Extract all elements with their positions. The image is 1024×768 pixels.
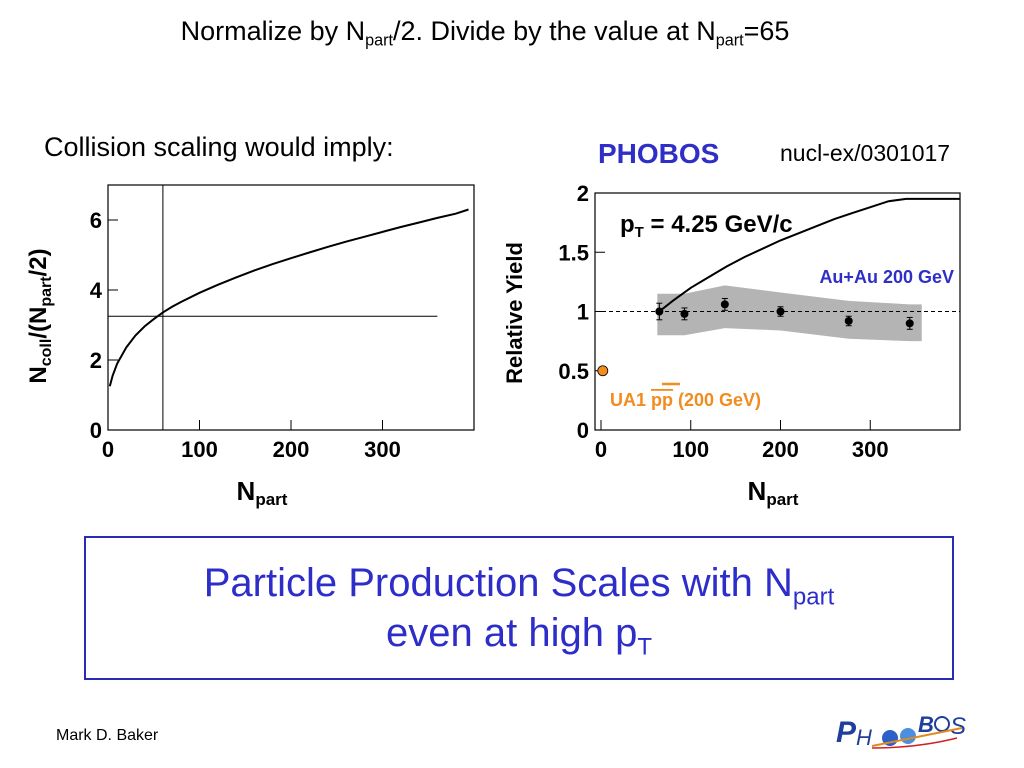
- svg-text:H: H: [856, 725, 872, 750]
- data-point: [655, 307, 664, 316]
- right-x-tick-label: 300: [852, 437, 889, 462]
- data-point: [720, 300, 729, 309]
- right-y-tick-label: 0: [577, 418, 589, 443]
- pt-annotation: pT = 4.25 GeV/c: [620, 211, 793, 241]
- phobos-logo: P H B S: [836, 712, 966, 750]
- ua1-point: [597, 365, 609, 377]
- left-x-tick-label: 200: [273, 437, 310, 462]
- scaling-caption: Collision scaling would imply:: [44, 132, 394, 162]
- data-point: [680, 309, 689, 318]
- phobos-label: PHOBOS: [598, 138, 720, 169]
- ua1-data-points: [597, 365, 609, 377]
- author-name: Mark D. Baker: [56, 727, 159, 744]
- title-sub-1: part: [365, 31, 394, 50]
- right-y-tick-label: 1.5: [558, 240, 589, 265]
- left-ticks: [107, 219, 383, 431]
- svg-text:P: P: [836, 716, 857, 749]
- slide-title: Normalize by Npart/2. Divide by the valu…: [0, 16, 970, 50]
- reference-label: nucl-ex/0301017: [780, 140, 951, 166]
- conclusion-box: Particle Production Scales with Npart ev…: [84, 536, 954, 680]
- left-y-axis-label: Ncoll/(Npart/2): [25, 248, 55, 383]
- left-tick-labels: 0 100 200 300 0 2 4 6: [90, 208, 401, 462]
- title-text-2: /2. Divide by the value at N: [393, 16, 716, 46]
- svg-text:S: S: [950, 713, 966, 740]
- title-text-1: Normalize by N: [180, 16, 366, 46]
- collision-scaling-curve: [658, 197, 960, 313]
- left-x-tick-label: 100: [181, 437, 218, 462]
- right-tick-labels: 0 100 200 300 0 0.5 1 1.5 2: [558, 181, 888, 462]
- conclusion-line-1: Particle Production Scales with Npart: [203, 561, 835, 611]
- data-point: [844, 316, 853, 325]
- right-y-tick-label: 1: [577, 300, 589, 325]
- left-x-axis-label: Npart: [237, 476, 288, 509]
- left-y-tick-label: 6: [90, 208, 102, 233]
- right-x-tick-label: 0: [595, 437, 607, 462]
- auau-data-points: [655, 297, 914, 330]
- right-y-tick-label: 2: [577, 181, 589, 206]
- relative-yield-chart: 0 100 200 300 0 0.5 1 1.5 2 pT = 4.25 GeV/c Au+A…: [502, 181, 961, 509]
- conclusion-line-2: even at high pT: [386, 611, 652, 661]
- title-text-3: =65: [743, 16, 790, 46]
- title-sub-2: part: [715, 31, 744, 50]
- ncoll-curve: [108, 208, 469, 387]
- right-x-tick-label: 200: [762, 437, 799, 462]
- right-x-tick-label: 100: [672, 437, 709, 462]
- right-y-tick-label: 0.5: [558, 359, 589, 384]
- left-y-tick-label: 2: [90, 348, 102, 373]
- left-x-tick-label: 300: [364, 437, 401, 462]
- right-y-axis-label: Relative Yield: [502, 242, 527, 384]
- left-y-tick-label: 0: [90, 418, 102, 443]
- data-point: [776, 307, 785, 316]
- right-ticks: [595, 192, 871, 431]
- auau-legend-label: Au+Au 200 GeV: [819, 267, 954, 287]
- right-x-axis-label: Npart: [748, 476, 799, 509]
- ncoll-scaling-chart: 0 100 200 300 0 2 4 6 Npart Ncoll/(Npart/2): [25, 184, 475, 509]
- data-point: [905, 319, 914, 328]
- systematic-error-band: [657, 285, 922, 342]
- svg-text:B: B: [918, 712, 934, 737]
- ua1-legend-label: UA1 pp (200 GeV): [610, 390, 761, 410]
- left-x-tick-label: 0: [102, 437, 114, 462]
- left-y-tick-label: 4: [90, 278, 103, 303]
